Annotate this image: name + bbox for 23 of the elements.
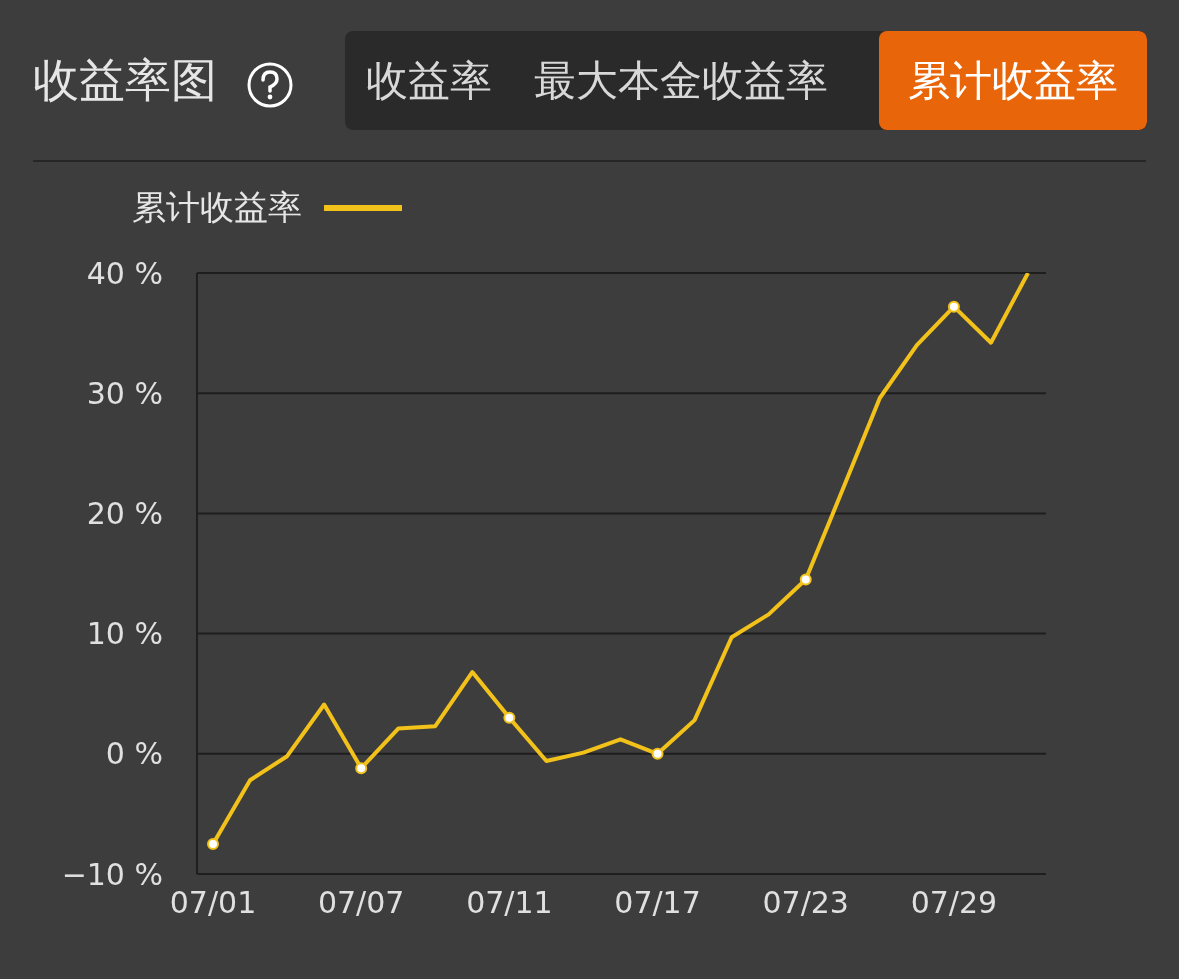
x-tick-label: 07/11 [466, 885, 553, 921]
x-tick-label: 07/07 [317, 885, 405, 921]
point [503, 711, 516, 724]
chart-title: 收益率图 [33, 52, 217, 109]
y-tick-label: 20 % [86, 496, 163, 532]
point [355, 762, 368, 775]
y-tick-label: 40 % [86, 255, 163, 291]
y-tick-label: 10 % [86, 616, 163, 652]
point [947, 300, 960, 313]
text: 最大本金收益率 [533, 54, 829, 107]
y-tick-label: 30 % [86, 375, 163, 411]
x-tick-label: 07/29 [910, 885, 998, 921]
x-tick-label: 07/17 [614, 885, 701, 921]
x-tick-label: 07/23 [762, 885, 849, 921]
y-tick-label: −10 % [61, 856, 163, 892]
point [651, 747, 664, 760]
text: 收益率 [365, 54, 493, 107]
legend-label: 累计收益率 [132, 186, 302, 229]
text: 累计收益率 [879, 31, 1147, 130]
x-tick-label: 07/01 [169, 885, 257, 921]
point [799, 573, 812, 586]
y-tick-label: 0 % [105, 736, 163, 772]
point [207, 837, 219, 850]
